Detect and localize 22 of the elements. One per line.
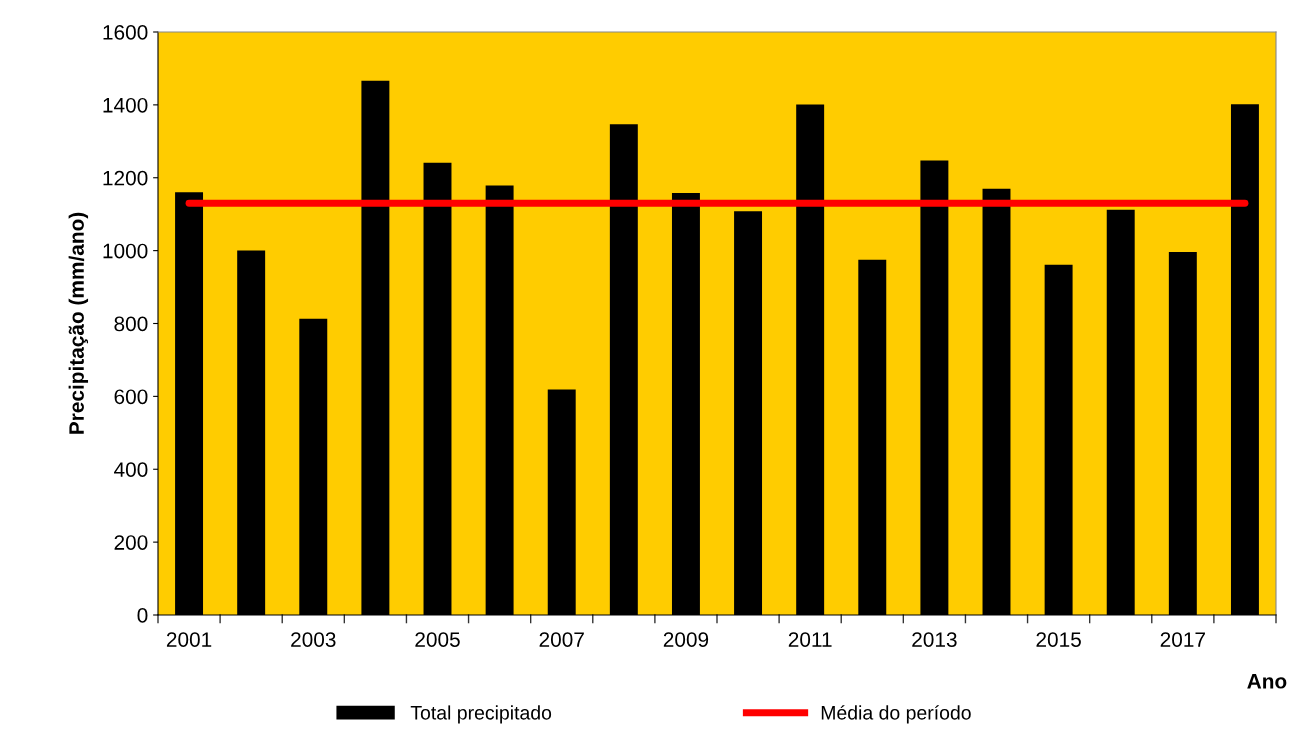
y-tick-label: 0 bbox=[137, 608, 148, 623]
x-tick-label: 2017 bbox=[1160, 632, 1205, 647]
y-tick-label: 800 bbox=[114, 316, 148, 332]
x-tick-label: 2003 bbox=[291, 632, 336, 647]
y-tick-label: 1200 bbox=[103, 170, 148, 186]
x-tick-label: 2001 bbox=[166, 632, 212, 647]
legend-label: Média do período bbox=[821, 705, 971, 724]
y-tick-label: 1000 bbox=[103, 243, 148, 259]
y-tick-label: 200 bbox=[114, 535, 148, 550]
x-tick-label: 2009 bbox=[663, 632, 709, 647]
y-tick-label: 400 bbox=[114, 462, 148, 477]
y-tick-label: 1400 bbox=[103, 97, 148, 113]
y-tick-label: 600 bbox=[114, 389, 148, 405]
x-tick-label: 2007 bbox=[539, 632, 584, 647]
x-tick-label: 2005 bbox=[415, 632, 460, 647]
x-axis-title: Ano bbox=[1247, 674, 1287, 689]
x-tick-label: 2015 bbox=[1036, 632, 1081, 647]
y-axis-title: Precipitação (mm/ano) bbox=[68, 212, 89, 434]
x-tick-label: 2013 bbox=[912, 632, 957, 647]
legend-label: Total precipitado bbox=[410, 705, 552, 724]
y-tick-label: 1600 bbox=[103, 25, 148, 40]
x-tick-label: 2011 bbox=[788, 632, 832, 647]
